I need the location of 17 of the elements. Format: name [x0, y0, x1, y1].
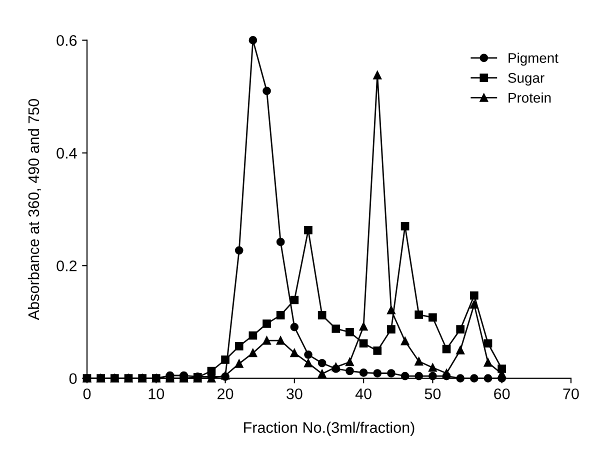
x-tick-label: 70: [563, 388, 579, 400]
y-axis-title: Absorbance at 360, 490 and 750: [28, 99, 41, 320]
legend-label: Sugar: [508, 72, 544, 86]
x-tick-label: 50: [424, 388, 441, 400]
legend-label: Protein: [508, 92, 551, 103]
legend-label: Pigment: [508, 52, 558, 66]
y-tick-label: 0: [69, 373, 77, 384]
x-tick-label: 10: [148, 388, 164, 400]
x-tick-label: 20: [218, 388, 234, 400]
y-tick-label: 0.2: [56, 260, 77, 272]
y-tick-label: 0.6: [56, 35, 77, 46]
x-axis-title: Fraction No.(3ml/fraction): [244, 422, 414, 436]
x-tick-label: 40: [355, 388, 372, 400]
y-tick-label: 0.4: [56, 148, 77, 159]
x-tick-label: 0: [83, 388, 91, 400]
x-tick-label: 60: [494, 388, 510, 400]
x-tick-label: 30: [286, 388, 302, 400]
